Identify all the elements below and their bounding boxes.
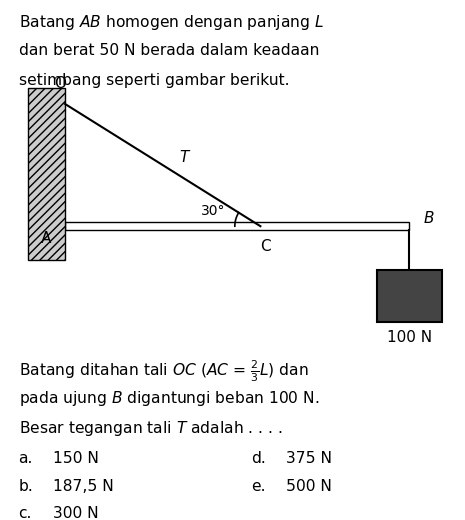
Text: B: B — [423, 211, 434, 226]
Text: 300 N: 300 N — [53, 506, 99, 520]
Bar — [377, 270, 442, 322]
Bar — [28, 88, 65, 260]
Text: T: T — [179, 150, 188, 165]
Text: setimbang seperti gambar berikut.: setimbang seperti gambar berikut. — [19, 73, 289, 88]
Text: 187,5 N: 187,5 N — [53, 479, 114, 494]
Text: c.: c. — [19, 506, 32, 520]
Text: 375 N: 375 N — [286, 451, 332, 466]
Text: a.: a. — [19, 451, 33, 466]
Bar — [65, 222, 409, 230]
Text: C: C — [260, 239, 270, 254]
Text: 30°: 30° — [201, 204, 226, 218]
Text: d.: d. — [251, 451, 266, 466]
Text: Batang ditahan tali $OC$ ($AC$ = $\frac{2}{3}L$) dan: Batang ditahan tali $OC$ ($AC$ = $\frac{… — [19, 359, 308, 384]
Text: 100 N: 100 N — [386, 330, 432, 345]
Text: b.: b. — [19, 479, 33, 494]
Text: e.: e. — [251, 479, 266, 494]
Text: Batang $AB$ homogen dengan panjang $L$: Batang $AB$ homogen dengan panjang $L$ — [19, 13, 324, 32]
Text: A: A — [41, 231, 52, 246]
Text: O: O — [54, 76, 66, 91]
Text: dan berat 50 N berada dalam keadaan: dan berat 50 N berada dalam keadaan — [19, 43, 319, 58]
Text: Besar tegangan tali $T$ adalah . . . .: Besar tegangan tali $T$ adalah . . . . — [19, 419, 282, 438]
Text: pada ujung $B$ digantungi beban 100 N.: pada ujung $B$ digantungi beban 100 N. — [19, 389, 319, 408]
Text: 500 N: 500 N — [286, 479, 332, 494]
Text: 150 N: 150 N — [53, 451, 100, 466]
